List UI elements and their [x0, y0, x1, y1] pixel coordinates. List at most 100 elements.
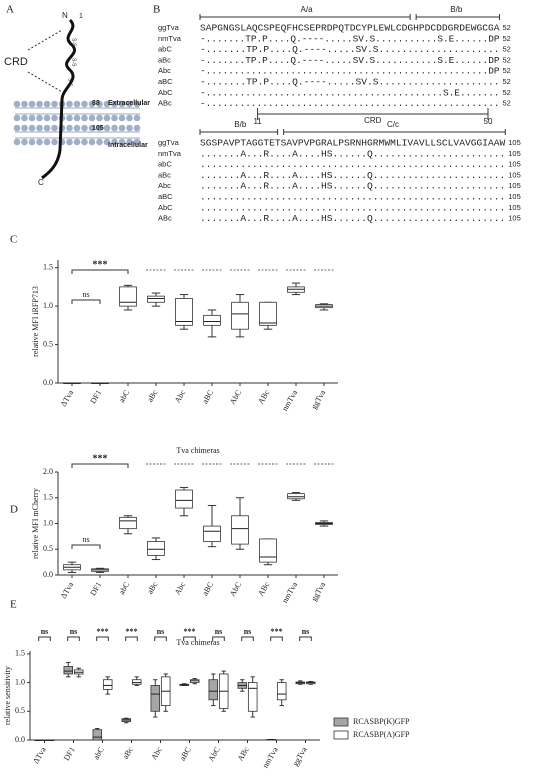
chart-panel: C 0.0 0.5 1.0 1.5 relative MFI iRFP713 Tva chi… — [10, 234, 338, 455]
sequence: .......A...R....A....HS......Q..........… — [200, 170, 505, 181]
intracellular-label: Intracellular — [108, 142, 148, 149]
significance-label: ns — [302, 627, 310, 636]
domain-label: C/c — [387, 120, 399, 129]
box — [203, 525, 221, 542]
lipid-head — [96, 114, 103, 122]
x-tick-label: ggTva — [309, 388, 327, 411]
lipid-head — [73, 138, 81, 146]
x-tick-label: ΔTva — [59, 580, 76, 600]
sequence: -.......................................… — [200, 98, 500, 109]
x-tick-label: Abc — [173, 388, 188, 404]
lipid-head — [73, 100, 81, 108]
lipid-head — [111, 124, 118, 132]
lipid-head — [28, 124, 36, 132]
x-tick-label: DF1 — [62, 745, 77, 762]
lipid-head — [21, 124, 28, 132]
sequence: .......A...R....A....HS......Q..........… — [200, 148, 505, 159]
sequence: ........................................… — [200, 192, 505, 203]
lipid-head — [81, 138, 88, 146]
lipid-head — [133, 138, 141, 146]
disulfide: S-S — [71, 38, 77, 47]
x-tick-label: aBC — [178, 745, 193, 762]
x-tick-label: aBc — [145, 580, 159, 596]
sequence-name: Abc — [158, 181, 171, 190]
crd-outline — [27, 29, 63, 93]
significance-label: *** — [93, 453, 108, 464]
y-tick-label: 1.5 — [43, 493, 53, 502]
significance-label: ns — [82, 535, 89, 544]
x-tick-label: ggTva — [291, 745, 309, 768]
start-residue: 1 — [79, 13, 83, 20]
sequence: .......A...R....A....HS......Q..........… — [200, 213, 505, 224]
sequence-end: 52 — [503, 45, 511, 54]
y-tick-label: 0.5 — [15, 706, 25, 715]
x-tick-label: AbC — [228, 388, 243, 406]
box — [175, 298, 193, 326]
significance-label: *** — [93, 259, 108, 270]
panel-a: A N 1 CRD S-S S-S S-S 88 Extracellular 1… — [4, 4, 150, 188]
box — [131, 679, 142, 685]
sequence-end: 105 — [508, 138, 521, 147]
extracellular-label: Extracellular — [108, 100, 150, 107]
sequence-end: 105 — [508, 181, 521, 190]
lipid-head — [103, 138, 111, 146]
sequence: SGSPAVPTAGGTETSAVPVPGRALPSRNHGRMWMLIVAVL… — [200, 138, 506, 149]
box — [150, 685, 161, 712]
box — [147, 295, 165, 303]
lipid-head — [118, 124, 126, 132]
sequence: -.......TP.P....Q.----.....SV.S.........… — [200, 55, 500, 66]
sequence-name: nmTva — [158, 34, 182, 43]
sequence-end: 105 — [508, 214, 521, 223]
x-tick-label: AbC — [206, 745, 221, 763]
lipid-head — [13, 114, 21, 122]
lipid-head — [66, 138, 73, 146]
domain-label: A/a — [301, 5, 314, 14]
c-terminus: C — [38, 178, 44, 187]
lipid-head — [36, 138, 43, 146]
sequence-end: 105 — [508, 160, 521, 169]
x-tick-label: Abc — [149, 745, 164, 761]
sequence-name: ABc — [158, 214, 172, 223]
significance-bracket — [270, 636, 283, 641]
y-tick-label: 1.5 — [43, 263, 53, 272]
crd-label: CRD — [4, 56, 28, 68]
y-tick-label: 0.5 — [43, 339, 53, 348]
x-tick-label: ABc — [236, 745, 251, 763]
crd-end: 50 — [484, 117, 493, 126]
lipid-head — [88, 114, 96, 122]
sequence-end: 52 — [503, 23, 511, 32]
sequence: SAPGNGSLAQCSPEQFHCSEPRDPQTDCYPLEWLCDGHPD… — [200, 23, 500, 34]
box — [208, 679, 219, 701]
x-tick-label: aBC — [200, 388, 215, 405]
lipid-head — [66, 100, 73, 108]
sequence-name: aBC — [158, 192, 173, 201]
lipid-head — [36, 114, 43, 122]
residue-88: 88 — [92, 100, 100, 107]
lipid-head — [103, 124, 111, 132]
lipid-head — [111, 100, 118, 108]
panel-letter: C — [10, 234, 17, 246]
lipid-head — [111, 114, 118, 122]
box — [119, 286, 137, 307]
lipid-head — [96, 138, 103, 146]
lipid-head — [28, 138, 36, 146]
significance-bracket — [183, 636, 196, 641]
lipid-head — [36, 124, 43, 132]
significance-label: ns — [70, 627, 78, 636]
n-terminus: N — [62, 11, 68, 20]
x-axis-label: Tva chimeras — [176, 446, 219, 455]
significance-bracket — [71, 463, 129, 468]
lipid-head — [43, 124, 51, 132]
lipid-head — [133, 114, 141, 122]
panel-letter: E — [10, 599, 17, 611]
x-tick-label: ABc — [256, 388, 271, 406]
sequence: -.......TP.P....Q.----.....SV.S.........… — [200, 33, 500, 44]
lipid-head — [51, 114, 58, 122]
significance-bracket — [71, 544, 101, 549]
significance-label: *** — [126, 627, 138, 636]
x-tick-label: abC — [117, 388, 131, 404]
sequence-name: ABc — [158, 99, 172, 108]
lipid-head — [133, 124, 141, 132]
lipid-head — [88, 100, 96, 108]
